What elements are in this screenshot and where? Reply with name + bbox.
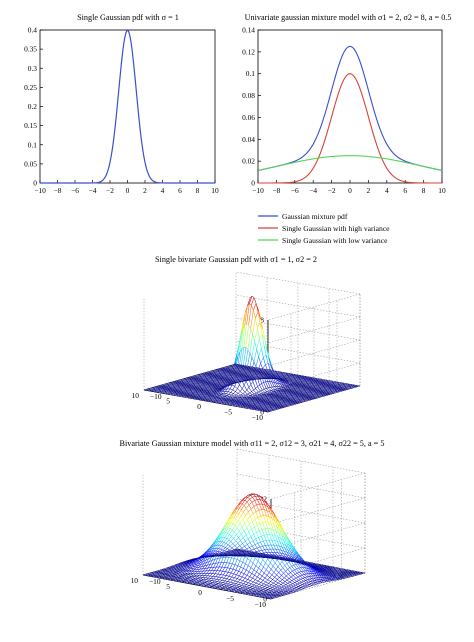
chart-title-4: Bivariate Gaussian mixture model with σ1… bbox=[120, 439, 385, 448]
series-line-mixture bbox=[257, 45, 443, 172]
y-tick-label: 0.25 bbox=[24, 83, 37, 92]
x-tick-label: 4 bbox=[385, 186, 389, 195]
panel-bivariate-mixture-surface: Bivariate Gaussian mixture model with σ1… bbox=[120, 439, 385, 609]
y-tick-label: 0 bbox=[33, 179, 37, 188]
x-tick-label: 10 bbox=[131, 576, 139, 585]
x-tick-label: −5 bbox=[226, 594, 234, 603]
x-tick-label: 0 bbox=[348, 186, 352, 195]
y-tick-label: 0.2 bbox=[28, 102, 38, 111]
series-line-low-variance bbox=[257, 155, 443, 172]
x-tick-label: 6 bbox=[178, 186, 182, 195]
x-tick-label: 0 bbox=[126, 186, 130, 195]
y-tick-label: 0.15 bbox=[24, 121, 37, 130]
x-tick-label: 2 bbox=[143, 186, 147, 195]
panel-single-gaussian: Single Gaussian pdf with σ = 1 −10 −8 −6 −4… bbox=[24, 13, 219, 195]
x-tick-label: −8 bbox=[272, 186, 280, 195]
chart-title-1: Single Gaussian pdf with σ = 1 bbox=[77, 13, 179, 22]
y-tick-label: 0.06 bbox=[242, 113, 255, 122]
x-tick-label: −4 bbox=[89, 186, 97, 195]
y-tick-label: 0.3 bbox=[28, 64, 38, 73]
x-tick-label: −8 bbox=[54, 186, 62, 195]
x-tick-label: 6 bbox=[403, 186, 407, 195]
x-tick-label: 10 bbox=[132, 391, 140, 400]
y-tick-label: −10 bbox=[149, 577, 161, 586]
back-wall-gridline bbox=[267, 316, 361, 344]
plot-frame-2 bbox=[257, 29, 443, 184]
x-tick-label: −10 bbox=[252, 186, 264, 195]
x-tick-label: 10 bbox=[438, 186, 446, 195]
surface-mesh-cell bbox=[143, 389, 149, 391]
x-tick-label: −10 bbox=[34, 186, 46, 195]
x-tick-label: 0 bbox=[197, 402, 201, 411]
series-line-high-variance bbox=[258, 73, 442, 184]
side-wall-gridline bbox=[236, 448, 366, 474]
chart-title-3: Single bivariate Gaussian pdf with σ1 = … bbox=[155, 255, 317, 264]
plot-frame-1 bbox=[39, 29, 216, 184]
x-tick-label: −6 bbox=[291, 186, 299, 195]
x-tick-label: 5 bbox=[166, 397, 170, 406]
panel-gaussian-mixture: Univariate gaussian mixture model with σ… bbox=[242, 13, 451, 245]
surface-plot-1: 00.020.040.060.081050−5−10−10−50510 bbox=[132, 271, 361, 422]
x-tick-label: 8 bbox=[422, 186, 426, 195]
x-tick-label: −4 bbox=[309, 186, 317, 195]
x-tick-label: −2 bbox=[106, 186, 114, 195]
z-tick-label: 0 bbox=[260, 408, 264, 417]
surface-mesh-cell bbox=[142, 574, 148, 576]
x-tick-label: 5 bbox=[166, 582, 170, 591]
y-tick-label: 0.05 bbox=[24, 159, 37, 168]
y-tick-label: 0.4 bbox=[28, 26, 38, 35]
legend-label-high-variance: Single Gaussian with high variance bbox=[282, 224, 390, 233]
x-tick-label: 2 bbox=[367, 186, 371, 195]
y-tick-label: 0.08 bbox=[242, 91, 255, 100]
y-tick-label: 0.35 bbox=[24, 45, 37, 54]
series-line-gaussian bbox=[40, 29, 215, 184]
x-tick-label: −5 bbox=[224, 408, 232, 417]
x-tick-label: 10 bbox=[211, 186, 219, 195]
panel-bivariate-surface: Single bivariate Gaussian pdf with σ1 = … bbox=[132, 255, 361, 422]
x-tick-label: 0 bbox=[198, 588, 202, 597]
side-wall-gridline bbox=[236, 473, 366, 499]
y-tick-label: 0.02 bbox=[242, 157, 255, 166]
legend: Gaussian mixture pdf Single Gaussian wit… bbox=[258, 212, 390, 245]
x-tick-label: 4 bbox=[161, 186, 165, 195]
x-tick-label: 8 bbox=[196, 186, 200, 195]
chart-title-2: Univariate gaussian mixture model with σ… bbox=[245, 13, 452, 22]
back-wall-gridline bbox=[267, 339, 361, 367]
y-tick-label: 0.14 bbox=[242, 26, 255, 35]
legend-label-mixture: Gaussian mixture pdf bbox=[282, 212, 348, 221]
y-tick-label: 0.04 bbox=[242, 135, 255, 144]
x-tick-label: −6 bbox=[71, 186, 79, 195]
tick-group-1: −10 −8 −6 −4 −2 0 2 4 6 8 10 0 0.05 0.1 0.15 0.2 0.25 0.3… bbox=[24, 26, 219, 196]
z-tick-label: 0 bbox=[263, 595, 267, 604]
legend-label-low-variance: Single Gaussian with low variance bbox=[282, 236, 388, 245]
x-tick-label: −10 bbox=[254, 600, 266, 609]
y-tick-label: 0.1 bbox=[246, 69, 256, 78]
y-tick-label: 0 bbox=[251, 179, 255, 188]
x-tick-label: −10 bbox=[251, 413, 263, 422]
surface-plot-2: 00.0050.010.0150.021050−5−10−10−50510 bbox=[131, 448, 366, 609]
y-tick-label: 0.12 bbox=[242, 47, 255, 56]
back-wall-gridline bbox=[267, 293, 361, 321]
tick-group-2: −10 −8 −6 −4 −2 0 2 4 6 8 10 0 0.02 0.04 0.06 0.08 0.1 0.… bbox=[242, 26, 446, 196]
back-wall-gridline bbox=[267, 362, 361, 390]
y-tick-label: 0.1 bbox=[28, 140, 38, 149]
y-tick-label: −10 bbox=[150, 392, 162, 401]
x-tick-label: −2 bbox=[328, 186, 336, 195]
